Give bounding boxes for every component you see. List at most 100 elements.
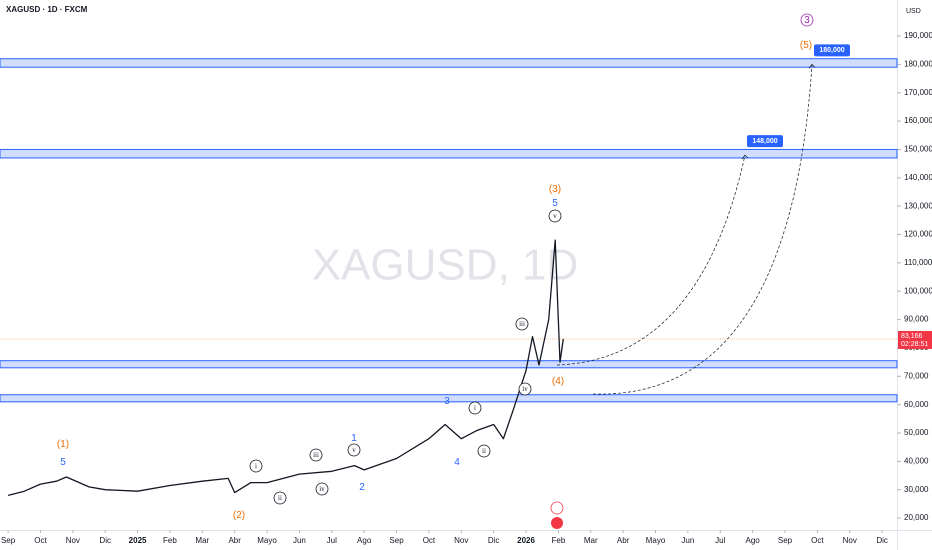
wave-label: (1)	[57, 439, 69, 450]
x-tick-label: Dic	[876, 536, 888, 545]
wave-label: 5	[552, 198, 558, 209]
y-tick-label: 190,000	[904, 31, 932, 40]
x-tick-label: Oct	[34, 536, 47, 545]
x-tick-label: Sep	[1, 536, 16, 545]
x-tick-label: Nov	[66, 536, 80, 545]
wave-label: i	[474, 404, 476, 412]
last-price-box	[898, 330, 932, 349]
wave-label: (5)	[800, 40, 812, 51]
watermark: XAGUSD, 1D	[312, 241, 579, 290]
x-tick-label: 2026	[517, 536, 535, 545]
x-tick-label: Feb	[552, 536, 566, 545]
x-tick-label: Nov	[843, 536, 857, 545]
wave-label: (4)	[552, 376, 564, 387]
wave-label: iv	[319, 485, 325, 493]
y-tick-label: 170,000	[904, 88, 932, 97]
projection-path	[592, 64, 813, 395]
x-tick-label: Jun	[681, 536, 694, 545]
wave-circle	[548, 209, 562, 223]
y-tick-label: 30,000	[904, 485, 929, 494]
wave-circle	[518, 382, 532, 396]
wave-circle	[309, 448, 323, 462]
last-price-label: 83,166	[901, 333, 923, 340]
wave-label: v	[352, 446, 356, 454]
wave-circle	[249, 459, 263, 473]
y-tick-label: 120,000	[904, 230, 932, 239]
y-tick-label: 110,000	[904, 258, 932, 267]
projection-arrow	[808, 63, 816, 69]
y-tick-label: 20,000	[904, 513, 929, 522]
y-tick-label: 150,000	[904, 145, 932, 154]
event-icon	[551, 517, 563, 529]
y-tick-label: 50,000	[904, 428, 929, 437]
projection-arrow	[741, 154, 749, 160]
x-tick-label: Oct	[423, 536, 436, 545]
wave-label: (3)	[549, 184, 561, 195]
chart-title[interactable]: XAGUSD · 1D · FXCM	[6, 5, 88, 14]
target-label: 148,000	[752, 138, 777, 145]
y-tick-label: 90,000	[904, 315, 929, 324]
x-tick-label: Jun	[293, 536, 306, 545]
x-tick-label: Nov	[454, 536, 468, 545]
wave-label: 2	[359, 482, 365, 493]
x-tick-label: 2025	[129, 536, 147, 545]
wave-label: iii	[313, 451, 319, 459]
wave-label: 3	[804, 15, 810, 26]
wave-circle	[315, 482, 329, 496]
wave-label: v	[553, 212, 557, 220]
currency-label: USD	[906, 8, 921, 15]
wave-label: (2)	[233, 510, 245, 521]
wave-circle	[468, 401, 482, 415]
wave-label: 1	[351, 433, 357, 444]
wave-circle	[515, 317, 529, 331]
x-tick-label: Abr	[617, 536, 630, 545]
y-tick-label: 160,000	[904, 116, 932, 125]
price-line	[7, 239, 564, 497]
y-tick-label: 100,000	[904, 286, 932, 295]
y-tick-label: 40,000	[904, 456, 929, 465]
target-box	[747, 135, 783, 148]
wave-label: i	[255, 462, 257, 470]
wave-label: ii	[482, 447, 486, 455]
x-tick-label: Ago	[746, 536, 761, 545]
x-tick-label: Jul	[327, 536, 337, 545]
x-tick-label: Mayo	[646, 536, 666, 545]
x-tick-label: Oct	[811, 536, 824, 545]
event-icon	[550, 501, 564, 515]
support-resistance-zone	[0, 394, 898, 403]
x-tick-label: Sep	[389, 536, 404, 545]
x-tick-label: Dic	[99, 536, 111, 545]
wave-label: 5	[60, 457, 66, 468]
x-tick-label: Feb	[163, 536, 177, 545]
y-tick-label: 70,000	[904, 371, 929, 380]
y-tick-label: 180,000	[904, 59, 932, 68]
x-tick-label: Ago	[357, 536, 372, 545]
x-tick-label: Abr	[228, 536, 241, 545]
projection-path	[556, 155, 746, 366]
support-resistance-zone	[0, 148, 898, 159]
y-tick-label: 130,000	[904, 201, 932, 210]
wave-circle	[800, 13, 814, 27]
wave-label: iv	[522, 385, 528, 393]
x-tick-label: Jul	[715, 536, 725, 545]
wave-label: 4	[454, 457, 460, 468]
target-box	[814, 44, 850, 57]
x-tick-label: Mar	[195, 536, 209, 545]
wave-circle	[273, 491, 287, 505]
x-tick-label: Dic	[488, 536, 500, 545]
support-resistance-zone	[0, 58, 898, 68]
wave-circle	[347, 443, 361, 457]
y-tick-label: 60,000	[904, 400, 929, 409]
x-tick-label: Mayo	[257, 536, 277, 545]
x-tick-label: Sep	[778, 536, 793, 545]
x-tick-label: Mar	[584, 536, 598, 545]
target-label: 180,000	[819, 47, 844, 54]
support-resistance-zone	[0, 360, 898, 369]
countdown-label: 02:28:51	[901, 341, 928, 348]
wave-label: ii	[278, 494, 282, 502]
y-tick-label: 140,000	[904, 173, 932, 182]
wave-circle	[477, 444, 491, 458]
